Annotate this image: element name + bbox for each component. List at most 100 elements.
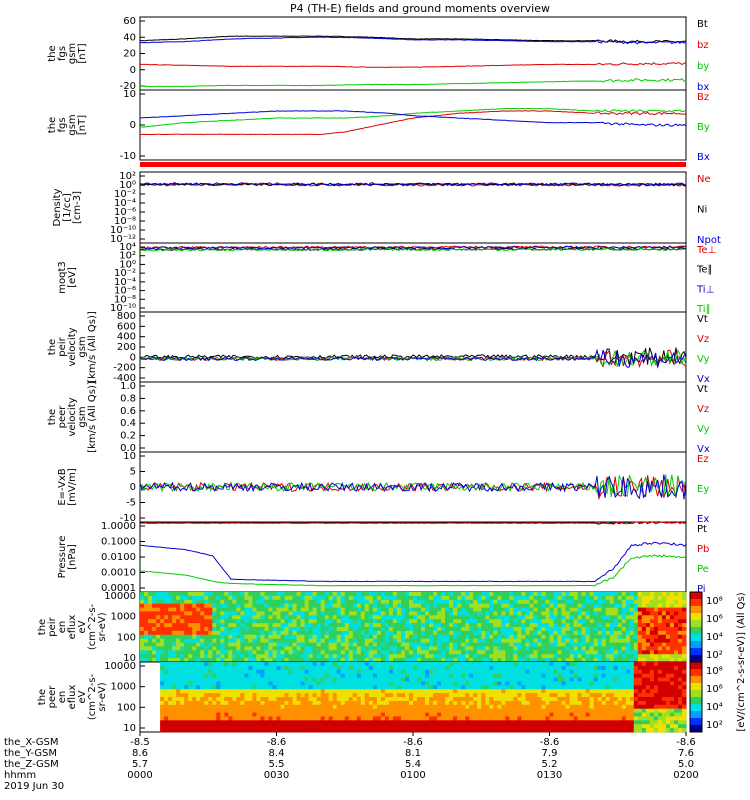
heatmap-cell bbox=[489, 603, 494, 608]
heatmap-cell bbox=[457, 697, 462, 702]
heatmap-cell bbox=[465, 697, 470, 702]
heatmap-cell bbox=[625, 724, 631, 729]
heatmap-cell bbox=[657, 716, 663, 721]
heatmap-cell bbox=[601, 677, 607, 682]
heatmap-cell bbox=[388, 708, 394, 713]
heatmap-cell bbox=[513, 595, 518, 601]
heatmap-cell bbox=[665, 638, 671, 643]
heatmap-cell bbox=[417, 603, 422, 608]
heatmap-cell bbox=[413, 724, 418, 729]
heatmap-cell bbox=[180, 677, 185, 682]
heatmap-cell bbox=[669, 607, 675, 612]
heatmap-cell bbox=[176, 619, 181, 624]
heatmap-cell bbox=[380, 599, 386, 605]
heatmap-cell bbox=[565, 662, 570, 667]
heatmap-cell bbox=[292, 700, 297, 706]
heatmap-cell bbox=[384, 724, 390, 729]
heatmap-cell bbox=[324, 708, 330, 713]
heatmap-cell bbox=[565, 720, 570, 725]
heatmap-cell bbox=[617, 669, 623, 675]
heatmap-cell bbox=[553, 673, 558, 678]
heatmap-cell bbox=[517, 700, 522, 706]
heatmap-cell bbox=[629, 681, 635, 686]
y-tick-label: 10⁻⁴ bbox=[114, 198, 136, 209]
heatmap-cell bbox=[248, 712, 253, 717]
heatmap-cell bbox=[160, 720, 165, 725]
heatmap-cell bbox=[589, 619, 594, 624]
heatmap-cell bbox=[396, 681, 402, 686]
heatmap-cell bbox=[621, 720, 627, 725]
heatmap-cell bbox=[380, 689, 386, 694]
heatmap-cell bbox=[300, 716, 305, 721]
heatmap-cell bbox=[356, 595, 362, 601]
heatmap-cell bbox=[417, 638, 422, 643]
heatmap-cell bbox=[320, 603, 326, 608]
heatmap-cell bbox=[557, 716, 562, 721]
heatmap-cell bbox=[465, 665, 470, 671]
heatmap-cell bbox=[605, 681, 611, 686]
heatmap-cell bbox=[168, 595, 173, 601]
heatmap-cell bbox=[453, 611, 458, 616]
heatmap-cell bbox=[248, 685, 253, 690]
heatmap-cell bbox=[340, 599, 346, 605]
heatmap-cell bbox=[457, 728, 462, 733]
heatmap-cell bbox=[537, 724, 542, 729]
heatmap-cell bbox=[557, 685, 562, 690]
heatmap-cell bbox=[441, 728, 446, 733]
heatmap-cell bbox=[364, 611, 370, 616]
heatmap-cell bbox=[256, 728, 261, 733]
heatmap-cell bbox=[192, 708, 197, 713]
heatmap-cell bbox=[360, 595, 366, 601]
heatmap-cell bbox=[609, 697, 615, 702]
heatmap-cell bbox=[473, 689, 478, 694]
heatmap-cell bbox=[208, 685, 213, 690]
heatmap-cell bbox=[396, 700, 402, 706]
heatmap-cell bbox=[549, 662, 554, 667]
heatmap-cell bbox=[441, 693, 446, 698]
heatmap-cell bbox=[529, 708, 534, 713]
heatmap-cell bbox=[240, 662, 245, 667]
heatmap-cell bbox=[533, 689, 538, 694]
heatmap-cell bbox=[605, 592, 611, 597]
heatmap-cell bbox=[465, 677, 470, 682]
heatmap-cell bbox=[609, 654, 615, 659]
heatmap-cell bbox=[332, 646, 338, 651]
heatmap-cell bbox=[609, 700, 615, 706]
heatmap-cell bbox=[449, 693, 454, 698]
heatmap-cell bbox=[244, 712, 249, 717]
heatmap-cell bbox=[396, 642, 402, 647]
heatmap-cell bbox=[537, 634, 542, 640]
heatmap-cell bbox=[477, 673, 482, 678]
heatmap-cell bbox=[457, 681, 462, 686]
heatmap-cell bbox=[657, 599, 663, 605]
y-tick-label: 0.2 bbox=[120, 431, 136, 442]
heatmap-cell bbox=[505, 673, 510, 678]
heatmap-cell bbox=[232, 662, 237, 667]
heatmap-cell bbox=[312, 623, 317, 628]
heatmap-cell bbox=[144, 650, 149, 655]
heatmap-cell bbox=[212, 650, 217, 655]
heatmap-cell bbox=[557, 615, 562, 620]
heatmap-cell bbox=[461, 658, 466, 663]
heatmap-cell bbox=[609, 619, 615, 624]
heatmap-cell bbox=[473, 654, 478, 659]
heatmap-cell bbox=[260, 700, 265, 706]
heatmap-cell bbox=[208, 720, 213, 725]
heatmap-cell bbox=[577, 642, 582, 647]
heatmap-cell bbox=[272, 634, 277, 640]
heatmap-cell bbox=[409, 728, 414, 733]
heatmap-cell bbox=[569, 669, 574, 675]
heatmap-cell bbox=[417, 716, 422, 721]
heatmap-cell bbox=[292, 665, 297, 671]
heatmap-cell bbox=[437, 673, 442, 678]
heatmap-cell bbox=[360, 700, 366, 706]
heatmap-cell bbox=[409, 662, 414, 667]
ylabel-line: velocity bbox=[67, 327, 78, 366]
heatmap-cell bbox=[344, 654, 350, 659]
heatmap-cell bbox=[461, 592, 466, 597]
heatmap-cell bbox=[545, 611, 550, 616]
heatmap-cell bbox=[208, 712, 213, 717]
heatmap-cell bbox=[284, 724, 289, 729]
heatmap-cell bbox=[168, 630, 173, 636]
heatmap-cell bbox=[288, 654, 293, 659]
